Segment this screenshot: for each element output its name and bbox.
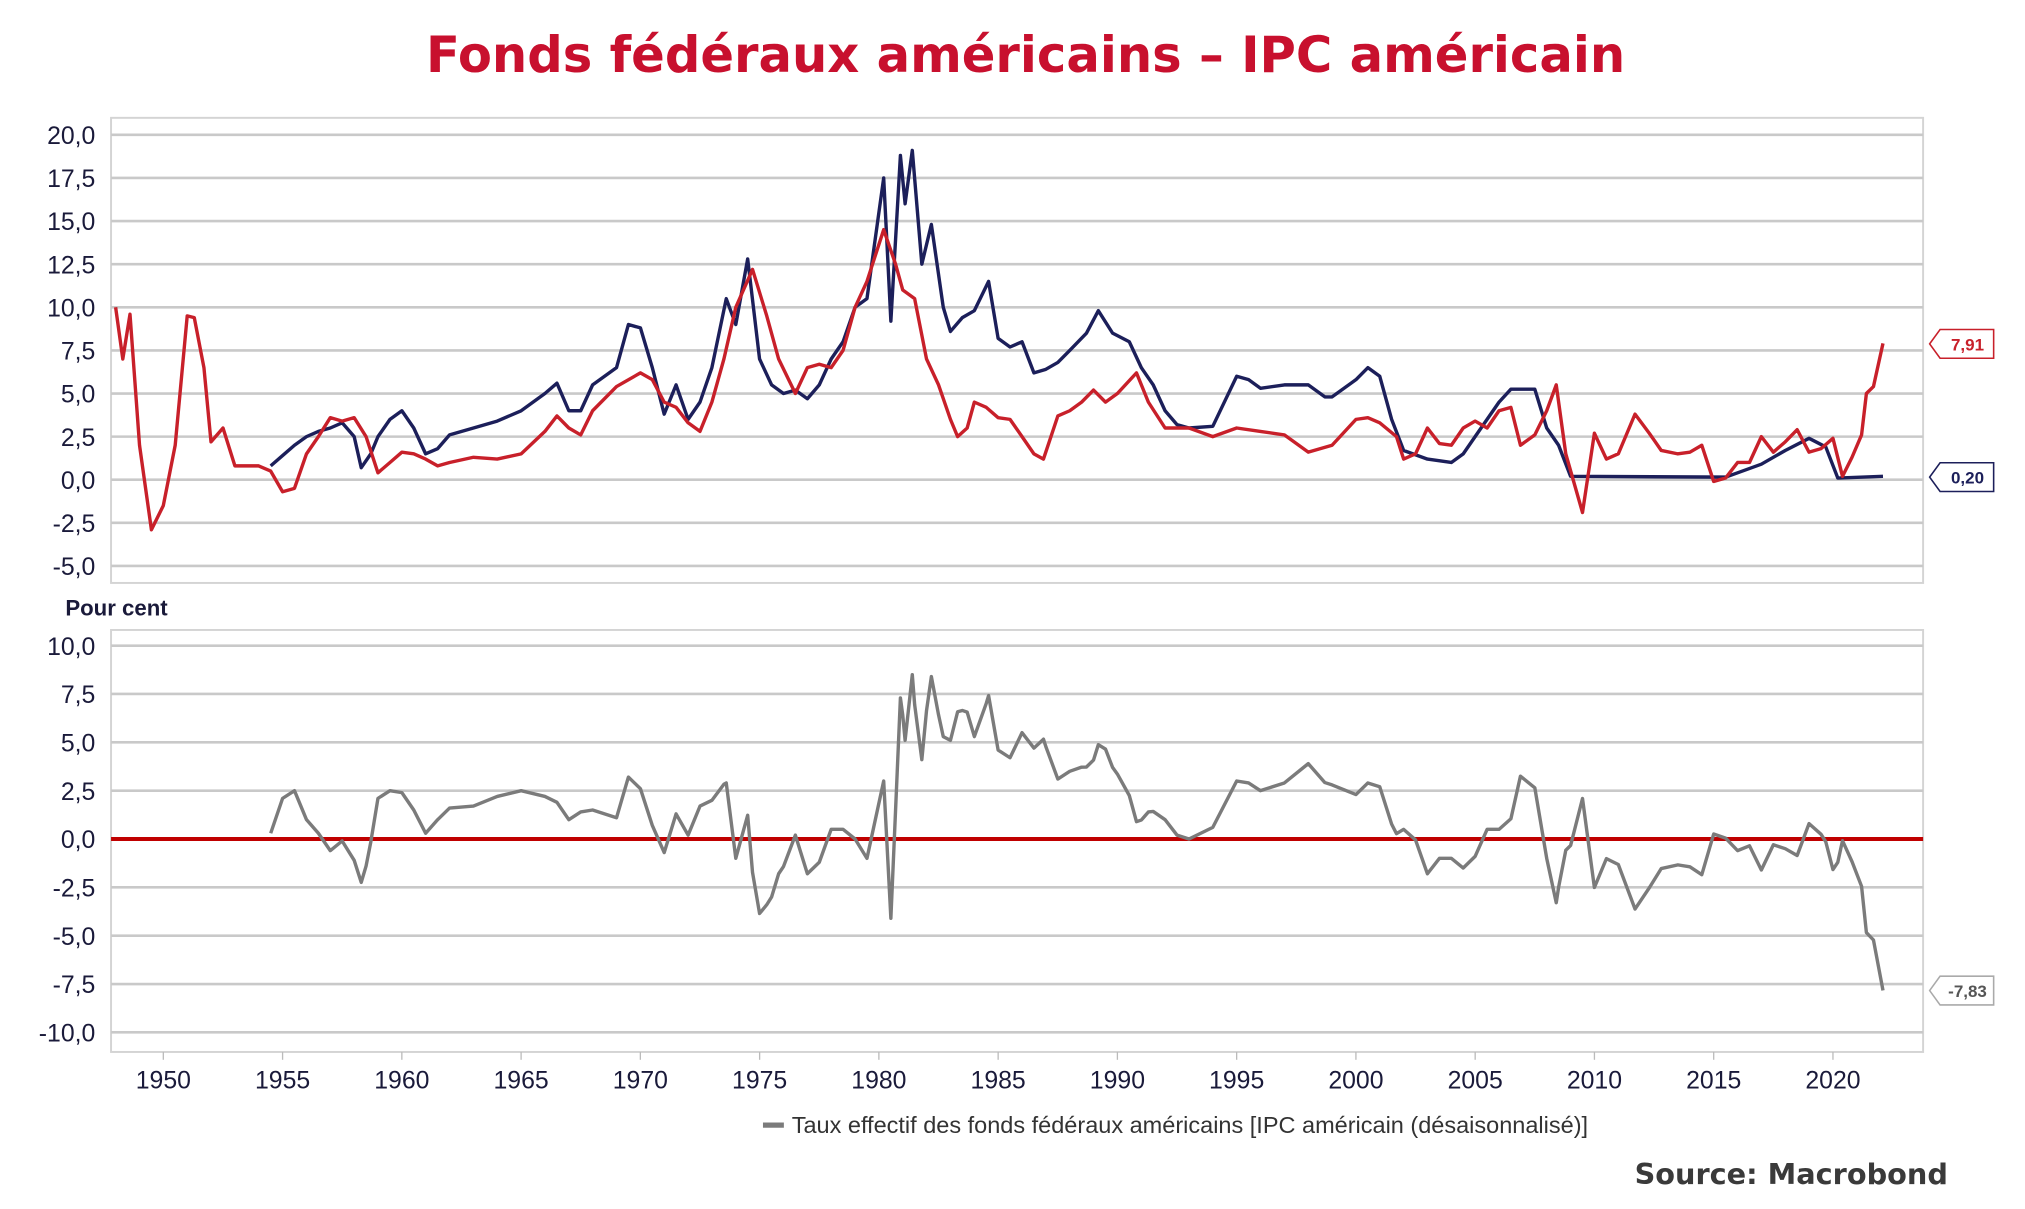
x-tick-label: 2005	[1448, 1068, 1503, 1095]
y-axis-label: Pour cent	[65, 596, 168, 621]
x-tick-label: 2015	[1686, 1068, 1741, 1095]
y-tick-label: 2,5	[61, 425, 95, 452]
real-rate-line	[269, 672, 1885, 991]
x-tick-label: 2010	[1567, 1068, 1622, 1095]
y-tick-label: 20,0	[47, 123, 95, 150]
y-tick-label: -10,0	[39, 1021, 96, 1048]
value-tag-label: 0,20	[1951, 469, 1984, 488]
x-tick-label: 1980	[851, 1068, 906, 1095]
legend-label: Taux effectif des fonds fédéraux américa…	[792, 1112, 1588, 1138]
y-tick-label: 0,0	[61, 827, 95, 854]
y-tick-label: 7,5	[61, 339, 95, 366]
x-tick-label: 1965	[494, 1068, 549, 1095]
y-tick-label: 2,5	[61, 779, 95, 806]
bottom-panel: 10,0 7,5 5,0 2,5 0,0 -2,5 -5,0 -7,5 -10,0 -7,83 19…	[39, 628, 1995, 1095]
x-tick-label: 2020	[1805, 1068, 1860, 1095]
fed-funds-line	[269, 148, 1884, 480]
y-tick-label: 17,5	[47, 166, 95, 193]
x-tick-label: 1960	[374, 1068, 429, 1095]
x-tick-label: 1995	[1209, 1068, 1264, 1095]
cpi-line	[113, 227, 1885, 532]
x-tick-label: 1955	[255, 1068, 310, 1095]
y-tick-label: 10,0	[47, 634, 95, 661]
value-tag-label: -7,83	[1948, 982, 1987, 1001]
legend-swatch	[762, 1122, 784, 1128]
y-tick-label: -2,5	[53, 875, 96, 902]
x-tick-label: 1970	[613, 1068, 668, 1095]
value-tag	[1928, 328, 1995, 360]
y-tick-label: -7,5	[53, 972, 96, 999]
x-tick-label: 1985	[971, 1068, 1026, 1095]
value-tag	[1928, 461, 1995, 493]
x-tick-label: 1975	[732, 1068, 787, 1095]
y-tick-label: -5,0	[53, 554, 96, 581]
y-tick-label: 0,0	[61, 468, 95, 495]
y-tick-label: -2,5	[53, 511, 96, 538]
chart-title: Fonds fédéraux américains – IPC américai…	[426, 26, 1625, 84]
value-tag	[1928, 975, 1995, 1006]
value-tag-label: 7,91	[1951, 335, 1984, 354]
x-tick-label: 1950	[136, 1068, 191, 1095]
y-tick-label: 7,5	[61, 682, 95, 709]
y-tick-label: -5,0	[53, 924, 96, 951]
x-tick-label: 1990	[1090, 1068, 1145, 1095]
y-tick-label: 15,0	[47, 209, 95, 236]
top-panel: 20,0 17,5 15,0 12,5 10,0 7,5 5,0 2,5 0,0 -2,5 -5,0…	[47, 116, 1995, 584]
y-tick-label: 5,0	[61, 730, 95, 757]
source-label: Source: Macrobond	[1635, 1157, 1948, 1191]
y-tick-label: 10,0	[47, 295, 95, 322]
y-tick-label: 12,5	[47, 252, 95, 279]
x-tick-label: 2000	[1328, 1068, 1383, 1095]
y-tick-label: 5,0	[61, 382, 95, 409]
